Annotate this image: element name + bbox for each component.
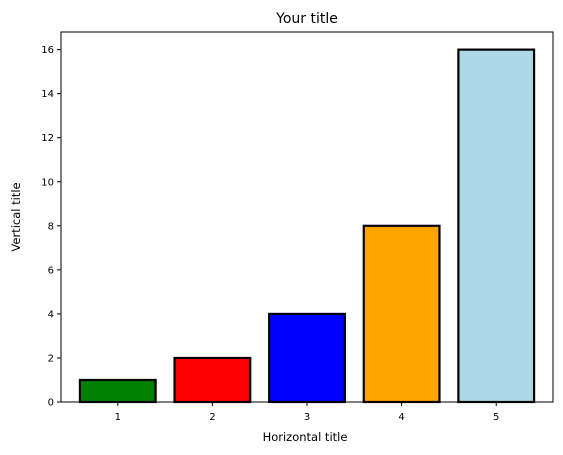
x-axis: 1 2 3 4 5 — [115, 402, 499, 423]
x-tick-label: 4 — [398, 412, 404, 423]
y-tick-label: 4 — [48, 309, 54, 320]
y-tick-label: 14 — [41, 89, 54, 100]
bar-3 — [268, 312, 346, 404]
y-axis-label: Vertical title — [9, 182, 23, 251]
y-tick-label: 6 — [48, 265, 54, 276]
y-tick-label: 16 — [41, 45, 54, 56]
chart-title: Your title — [275, 11, 338, 27]
y-tick-label: 12 — [41, 133, 54, 144]
y-axis: 0 2 4 6 8 10 12 14 16 — [41, 45, 61, 409]
x-tick-label: 1 — [115, 412, 121, 423]
x-tick-label: 2 — [209, 412, 215, 423]
bars — [78, 48, 536, 404]
bar-4 — [362, 224, 441, 404]
bar-1 — [78, 378, 157, 404]
y-tick-label: 0 — [48, 398, 54, 409]
y-tick-label: 8 — [48, 221, 54, 232]
y-tick-label: 10 — [41, 177, 54, 188]
bar-5 — [457, 48, 536, 404]
bar-2 — [173, 356, 252, 404]
x-axis-label: Horizontal title — [263, 430, 348, 444]
x-tick-label: 3 — [304, 412, 310, 423]
y-tick-label: 2 — [48, 353, 54, 364]
x-tick-label: 5 — [493, 412, 499, 423]
